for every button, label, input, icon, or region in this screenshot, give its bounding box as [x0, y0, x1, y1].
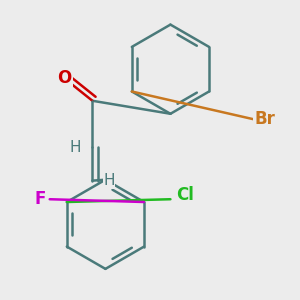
Text: H: H	[70, 140, 81, 155]
Text: F: F	[35, 190, 46, 208]
Text: O: O	[57, 70, 72, 88]
Text: Br: Br	[255, 110, 276, 128]
Text: Cl: Cl	[176, 186, 194, 204]
Text: H: H	[103, 173, 115, 188]
